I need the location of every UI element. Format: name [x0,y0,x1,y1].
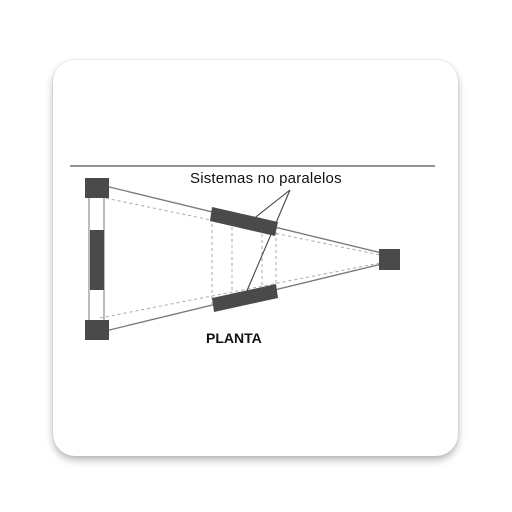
column-block-right [379,249,400,270]
inner-member-bottom [99,261,386,319]
pointer-line-top [251,189,291,221]
column-block-top-left [85,178,109,198]
beam-block-bottom [212,284,278,312]
wall-block-left [90,230,104,290]
column-block-bottom-left [85,320,109,340]
label-planta: PLANTA [206,330,262,346]
label-sistemas: Sistemas no paralelos [190,170,342,187]
beam-block-top [210,207,278,236]
pointer-line-bottom [242,189,291,301]
